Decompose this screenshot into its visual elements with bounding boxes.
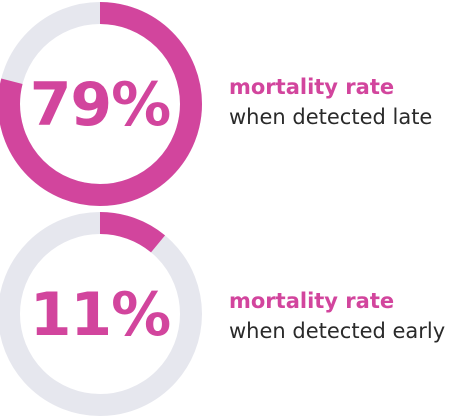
percentage-value: 11% bbox=[30, 280, 171, 350]
caption-heading: mortality rate bbox=[229, 289, 395, 313]
donut-chart-early: 11% bbox=[0, 212, 202, 416]
donut-chart-late: 79% bbox=[0, 2, 202, 206]
stat-caption: mortality rate when detected late bbox=[229, 72, 469, 132]
caption-heading: mortality rate bbox=[229, 75, 395, 99]
caption-subheading: when detected early bbox=[229, 319, 446, 343]
stat-block-early: 11% mortality rate when detected early bbox=[0, 210, 474, 420]
percentage-value: 79% bbox=[30, 70, 171, 140]
stat-block-late: 79% mortality rate when detected late bbox=[0, 2, 469, 206]
donut-filled-arc bbox=[0, 212, 202, 416]
stat-caption: mortality rate when detected early bbox=[229, 286, 469, 346]
donut-filled-arc bbox=[0, 2, 202, 206]
caption-subheading: when detected late bbox=[229, 105, 433, 129]
